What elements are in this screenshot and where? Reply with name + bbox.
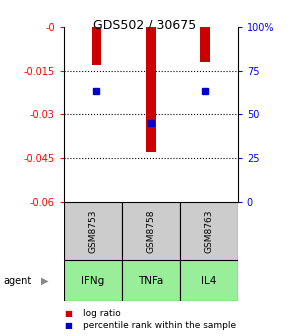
Bar [200,27,210,62]
Bar [64,260,122,301]
Text: IFNg: IFNg [81,276,104,286]
Text: GDS502 / 30675: GDS502 / 30675 [93,18,197,32]
Bar [92,27,101,65]
Text: ■: ■ [64,321,72,330]
Text: GSM8753: GSM8753 [88,209,97,253]
Text: percentile rank within the sample: percentile rank within the sample [83,321,236,330]
Text: GSM8763: GSM8763 [204,209,213,253]
Text: GSM8758: GSM8758 [146,209,155,253]
Bar [122,202,180,260]
Text: ■: ■ [64,309,72,318]
Text: ▶: ▶ [41,276,49,286]
Bar [180,260,238,301]
Text: TNFa: TNFa [138,276,164,286]
Text: agent: agent [3,276,31,286]
Bar [180,202,238,260]
Text: log ratio: log ratio [83,309,120,318]
Bar [122,260,180,301]
Bar [146,27,156,152]
Text: IL4: IL4 [201,276,217,286]
Bar [64,202,122,260]
